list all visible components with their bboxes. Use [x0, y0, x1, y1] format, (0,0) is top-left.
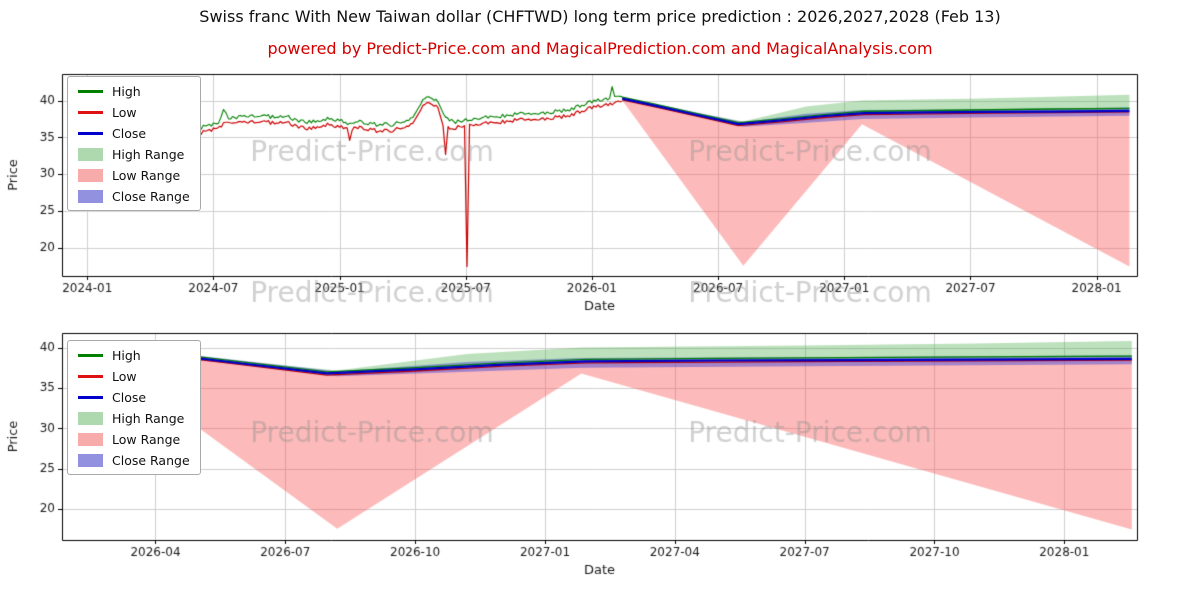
legend-item-close: Close — [78, 389, 190, 405]
legend-line-swatch — [78, 89, 103, 93]
legend-patch-swatch — [78, 147, 103, 161]
legend-label: Low — [112, 368, 137, 384]
legend-label: Close — [112, 389, 147, 405]
legend-item-low-range: Low Range — [78, 431, 190, 447]
legend-line-swatch — [78, 353, 103, 357]
legend-label: Low — [112, 104, 137, 120]
legend-patch-swatch — [78, 189, 103, 203]
legend-patch-swatch — [78, 411, 103, 425]
legend-item-close: Close — [78, 125, 190, 141]
page-subtitle: powered by Predict-Price.com and Magical… — [267, 39, 933, 58]
legend-item-low: Low — [78, 104, 190, 120]
legend-label: High — [112, 347, 141, 363]
legend-item-high-range: High Range — [78, 146, 190, 162]
legend-patch-swatch — [78, 432, 103, 446]
legend-label: High Range — [112, 410, 185, 426]
legend-item-low: Low — [78, 368, 190, 384]
legend-item-low-range: Low Range — [78, 167, 190, 183]
legend-patch-swatch — [78, 453, 103, 467]
legend-line-swatch — [78, 110, 103, 114]
legend-item-close-range: Close Range — [78, 188, 190, 204]
legend-label: Low Range — [112, 431, 181, 447]
legend-label: Close — [112, 125, 147, 141]
legend-line-swatch — [78, 395, 103, 399]
page-title: Swiss franc With New Taiwan dollar (CHFT… — [199, 7, 1001, 26]
legend-label: High Range — [112, 146, 185, 162]
legend-line-swatch — [78, 131, 103, 135]
legend-line-swatch — [78, 374, 103, 378]
main-chart-legend: High Low Close High Range Low Range Close Ran… — [67, 76, 201, 211]
legend-label: Close Range — [112, 188, 190, 204]
legend-label: Low Range — [112, 167, 181, 183]
legend-label: High — [112, 83, 141, 99]
legend-item-high: High — [78, 347, 190, 363]
legend-patch-swatch — [78, 168, 103, 182]
legend-item-close-range: Close Range — [78, 452, 190, 468]
legend-label: Close Range — [112, 452, 190, 468]
legend-item-high: High — [78, 83, 190, 99]
legend-item-high-range: High Range — [78, 410, 190, 426]
prediction-chart-legend: High Low Close High Range Low Range Close Ran… — [67, 340, 201, 475]
